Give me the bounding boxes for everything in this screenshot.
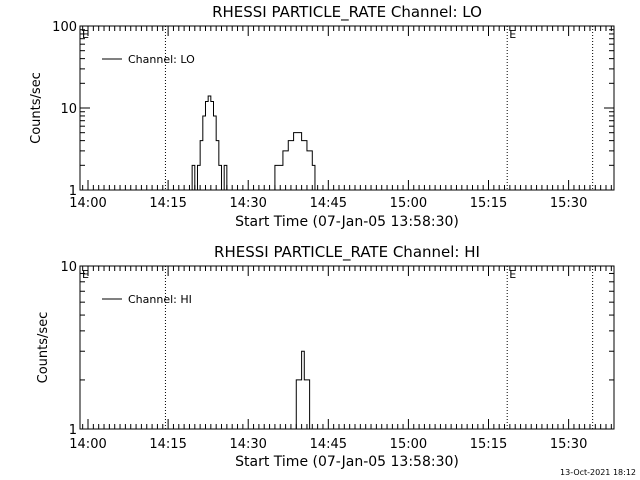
chart-panel-hi: RHESSI PARTICLE_RATE Channel: HI 1 10 14:00…	[36, 243, 615, 470]
x-tick-label: 15:30	[550, 437, 587, 452]
marker-label: E	[82, 268, 89, 281]
x-tick-label: 14:00	[69, 196, 106, 211]
x-tick-label: 15:15	[470, 196, 507, 211]
series-line	[189, 95, 318, 191]
series-line	[290, 350, 313, 430]
marker-label: E	[509, 28, 516, 41]
footer-timestamp: 13-Oct-2021 18:12	[560, 468, 636, 477]
y-tick-label: 10	[60, 260, 77, 275]
x-tick-label: 15:00	[390, 437, 427, 452]
x-tick-label: 14:45	[310, 196, 347, 211]
marker-label: E	[82, 28, 89, 41]
x-tick-label: 14:00	[69, 437, 106, 452]
y-tick-label: 10	[60, 102, 77, 117]
chart-panel-lo: RHESSI PARTICLE_RATE Channel: LO 1 10 100 14…	[29, 3, 615, 230]
chart-title: RHESSI PARTICLE_RATE Channel: LO	[212, 3, 482, 22]
x-axis-label: Start Time (07-Jan-05 13:58:30)	[235, 454, 459, 470]
legend-entry: Channel: HI	[128, 293, 192, 306]
legend-entry: Channel: LO	[128, 53, 195, 66]
plot-frame	[79, 25, 615, 191]
x-axis-label: Start Time (07-Jan-05 13:58:30)	[235, 214, 459, 230]
x-tick-label: 15:30	[550, 196, 587, 211]
x-tick-label: 14:15	[149, 437, 186, 452]
y-axis-label: Counts/sec	[36, 312, 51, 384]
marker-label: E	[509, 268, 516, 281]
chart-title: RHESSI PARTICLE_RATE Channel: HI	[214, 243, 480, 262]
x-tick-label: 14:15	[149, 196, 186, 211]
y-axis-label: Counts/sec	[29, 72, 44, 144]
plot-frame	[79, 265, 615, 430]
y-tick-label: 100	[52, 20, 77, 35]
x-tick-label: 15:00	[390, 196, 427, 211]
x-tick-label: 14:30	[229, 437, 266, 452]
x-tick-label: 14:45	[310, 437, 347, 452]
y-tick-label: 1	[69, 184, 77, 199]
x-tick-label: 15:15	[470, 437, 507, 452]
x-tick-label: 14:30	[229, 196, 266, 211]
y-tick-label: 1	[69, 423, 77, 438]
